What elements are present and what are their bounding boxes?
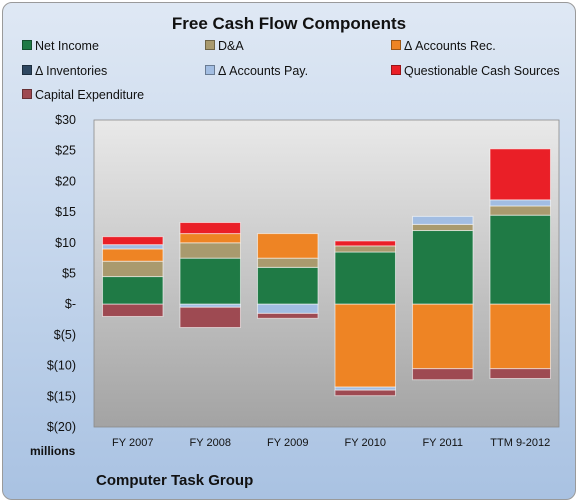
bar-segment [334, 389, 396, 397]
bar-segment [257, 303, 319, 314]
bar-segment [179, 242, 241, 259]
y-tick-label: $5 [62, 267, 76, 281]
bar-segment [412, 303, 474, 370]
x-tick-label: FY 2007 [112, 437, 153, 449]
legend-label: Δ Accounts Rec. [404, 39, 496, 53]
y-tick-label: $20 [55, 174, 76, 188]
bar-segment [489, 303, 551, 370]
bar-segment [179, 222, 241, 235]
bar-segment [412, 215, 474, 225]
bar-segment [334, 251, 396, 305]
legend-item-inventories: Δ Inventories [22, 64, 107, 78]
bar-segment [257, 257, 319, 268]
legend-swatch-capex [22, 89, 32, 99]
legend-label: Net Income [35, 39, 99, 53]
x-tick-label: FY 2011 [422, 437, 463, 449]
legend-label: D&A [218, 39, 244, 53]
plot-area [93, 119, 560, 428]
legend-swatch-questionable-cash [391, 65, 401, 75]
bar-segment [102, 260, 164, 278]
legend-item-capex: Capital Expenditure [22, 88, 144, 102]
legend-swatch-da [205, 40, 215, 50]
y-tick-label: $10 [55, 236, 76, 250]
x-axis: FY 2007 FY 2008 FY 2009 FY 2010 FY 2011 TTM 9… [112, 437, 550, 449]
y-tick-label: $(20) [47, 420, 76, 434]
bar-segment [489, 205, 551, 216]
bar-segment [257, 312, 319, 319]
bar-segment [412, 368, 474, 381]
y-tick-label: $(15) [47, 389, 76, 403]
bar-segment [412, 223, 474, 232]
legend-item-net-income: Net Income [22, 39, 99, 53]
legend-item-accounts-pay: Δ Accounts Pay. [205, 64, 308, 78]
x-tick-label: FY 2009 [267, 437, 308, 449]
units-label: millions [30, 444, 76, 458]
y-tick-label: $15 [55, 205, 76, 219]
x-tick-label: FY 2008 [190, 437, 231, 449]
legend-item-accounts-rec: Δ Accounts Rec. [391, 39, 496, 53]
legend-swatch-net-income [22, 40, 32, 50]
bars-group [102, 148, 551, 397]
bar-segment [489, 148, 551, 201]
bar-segment [489, 214, 551, 305]
bar-segment [179, 306, 241, 329]
source-label: Computer Task Group [96, 472, 254, 489]
y-tick-label: $25 [55, 144, 76, 158]
legend-swatch-accounts-pay [205, 65, 215, 75]
y-tick-label: $(10) [47, 359, 76, 373]
legend-label: Capital Expenditure [35, 88, 145, 102]
y-tick-label: $(5) [54, 328, 76, 342]
legend-swatch-accounts-rec [391, 40, 401, 50]
x-tick-label: TTM 9-2012 [490, 437, 550, 449]
legend-label: Δ Accounts Pay. [218, 64, 309, 78]
bar-segment [102, 244, 164, 250]
bar-segment [334, 240, 396, 247]
x-tick-label: FY 2010 [345, 437, 386, 449]
y-tick-label: $- [65, 297, 76, 311]
bar-segment [334, 303, 396, 388]
legend-item-questionable-cash: Questionable Cash Sources [391, 64, 560, 78]
y-tick-label: $30 [55, 113, 76, 127]
bar-segment [412, 230, 474, 305]
bar-segment [489, 368, 551, 379]
bar-segment [102, 303, 164, 317]
bar-segment [102, 248, 164, 262]
y-axis: $30 $25 $20 $15 $10 $5 $- $(5) $(10) $(15) $(20) [47, 113, 76, 434]
bar-segment [257, 266, 319, 305]
bar-segment [489, 199, 551, 207]
chart-title: Free Cash Flow Components [171, 14, 407, 33]
legend-swatch-inventories [22, 65, 32, 75]
legend-label: Questionable Cash Sources [404, 64, 560, 78]
bar-segment [179, 233, 241, 244]
legend-item-da: D&A [205, 39, 244, 53]
bar-segment [102, 236, 164, 246]
legend-label: Δ Inventories [35, 64, 108, 78]
bar-segment [334, 245, 396, 253]
bar-segment [102, 276, 164, 305]
bar-segment [257, 233, 319, 259]
bar-segment [179, 257, 241, 305]
